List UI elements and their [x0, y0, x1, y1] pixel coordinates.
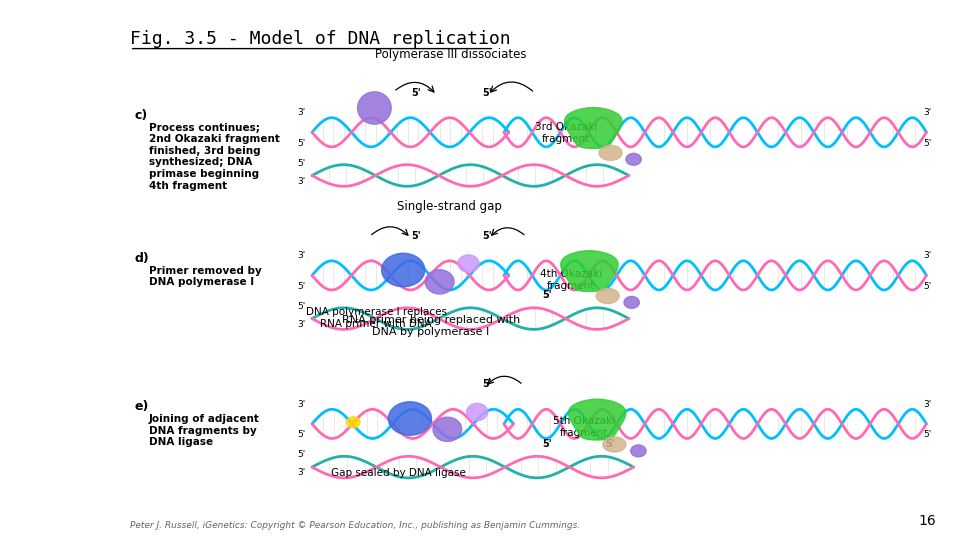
Text: 3': 3'	[297, 177, 305, 186]
Text: 5': 5'	[297, 282, 305, 291]
Ellipse shape	[631, 445, 646, 457]
Text: Process continues;
2nd Okazaki fragment
finished, 3rd being
synthesized; DNA
pri: Process continues; 2nd Okazaki fragment …	[149, 123, 279, 191]
Text: Peter J. Russell, iGenetics: Copyright © Pearson Education, Inc., publishing as : Peter J. Russell, iGenetics: Copyright ©…	[130, 521, 580, 530]
Text: Primer removed by
DNA polymerase I: Primer removed by DNA polymerase I	[149, 266, 261, 287]
Text: c): c)	[134, 109, 148, 122]
Text: e): e)	[134, 400, 149, 414]
Text: 5th Okazaki
fragment: 5th Okazaki fragment	[553, 416, 614, 438]
Text: 16: 16	[919, 514, 936, 528]
Text: Joining of adjacent
DNA fragments by
DNA ligase: Joining of adjacent DNA fragments by DNA…	[149, 414, 259, 447]
Text: 3': 3'	[924, 108, 932, 117]
Text: 5': 5'	[924, 139, 932, 148]
Text: Gap sealed by DNA ligase: Gap sealed by DNA ligase	[331, 468, 466, 478]
Ellipse shape	[599, 145, 622, 160]
Ellipse shape	[603, 437, 626, 452]
Ellipse shape	[425, 270, 454, 294]
Text: 5': 5'	[482, 379, 492, 389]
Ellipse shape	[596, 288, 619, 303]
Polygon shape	[561, 251, 618, 292]
Text: 3': 3'	[297, 400, 305, 409]
Polygon shape	[568, 399, 626, 440]
Text: 5': 5'	[297, 450, 305, 460]
Polygon shape	[564, 107, 622, 148]
Text: 5': 5'	[542, 290, 552, 300]
Text: 3': 3'	[297, 320, 305, 329]
Ellipse shape	[433, 417, 462, 442]
Text: 5': 5'	[411, 231, 420, 241]
Text: 3': 3'	[297, 251, 305, 260]
Text: 5': 5'	[542, 438, 552, 449]
Text: 5': 5'	[297, 159, 305, 168]
Text: 3': 3'	[297, 108, 305, 117]
Ellipse shape	[357, 92, 392, 124]
Text: 3rd Okazaki
fragment: 3rd Okazaki fragment	[536, 123, 597, 144]
Text: Polymerase III dissociates: Polymerase III dissociates	[375, 48, 527, 62]
Ellipse shape	[388, 402, 432, 435]
Ellipse shape	[458, 255, 479, 272]
Text: 5': 5'	[297, 139, 305, 148]
Ellipse shape	[347, 417, 360, 428]
Text: 5': 5'	[924, 282, 932, 291]
Text: 5': 5'	[297, 430, 305, 440]
Text: 3': 3'	[924, 251, 932, 260]
Text: 5': 5'	[482, 231, 492, 241]
Text: 5': 5'	[482, 87, 492, 98]
Ellipse shape	[467, 403, 488, 421]
Text: DNA polymerase I replaces
RNA primer with DNA: DNA polymerase I replaces RNA primer wit…	[306, 307, 446, 329]
Ellipse shape	[624, 296, 639, 308]
Text: 3': 3'	[297, 468, 305, 477]
Text: Single-strand gap: Single-strand gap	[396, 199, 502, 213]
Text: 5': 5'	[924, 430, 932, 440]
Text: 4th Okazaki
fragment: 4th Okazaki fragment	[540, 269, 602, 291]
Text: Fig. 3.5 - Model of DNA replication: Fig. 3.5 - Model of DNA replication	[130, 30, 510, 48]
Ellipse shape	[381, 253, 424, 287]
Text: 5': 5'	[297, 302, 305, 311]
Text: 5': 5'	[411, 87, 420, 98]
Text: 5': 5'	[605, 438, 614, 449]
Text: RNA primer being replaced with
DNA by polymerase I: RNA primer being replaced with DNA by po…	[342, 315, 520, 337]
Text: d): d)	[134, 252, 149, 265]
Text: 3': 3'	[924, 400, 932, 409]
Ellipse shape	[626, 153, 641, 165]
